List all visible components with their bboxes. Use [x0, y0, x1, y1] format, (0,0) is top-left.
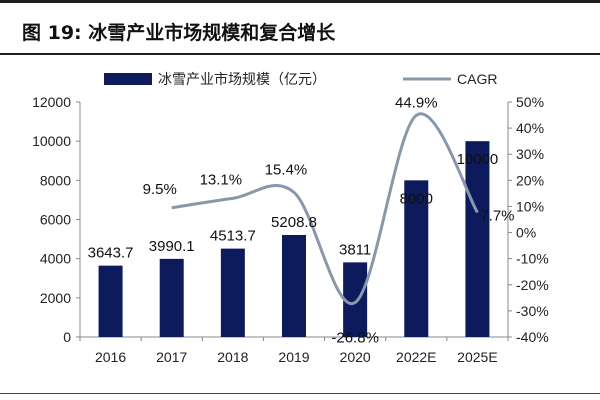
- legend-label-bar: 冰雪产业市场规模（亿元）: [158, 71, 326, 87]
- y-left-tick-label: 10000: [32, 133, 71, 149]
- bar: [343, 262, 368, 337]
- bar: [404, 180, 429, 337]
- y-left-tick-label: 0: [63, 329, 71, 345]
- bar: [220, 248, 245, 337]
- legend-swatch-bar: [104, 73, 152, 85]
- x-tick-label: 2025E: [457, 349, 497, 365]
- bar-value-label: 3990.1: [149, 238, 195, 255]
- y-left-tick-label: 4000: [40, 251, 71, 267]
- x-tick-label: 2016: [95, 349, 126, 365]
- bar: [465, 141, 490, 337]
- cagr-value-label: 9.5%: [143, 181, 177, 198]
- x-tick-label: 2020: [340, 349, 371, 365]
- bar-value-label: 10000: [457, 151, 499, 168]
- y-right-tick-label: 40%: [516, 120, 544, 136]
- x-tick-label: 2018: [217, 349, 248, 365]
- bar: [159, 258, 184, 337]
- top-rule: [0, 0, 600, 3]
- cagr-line: [171, 112, 479, 305]
- x-tick-label: 2019: [278, 349, 309, 365]
- y-left-tick-label: 8000: [40, 172, 71, 188]
- bar-value-label: 5208.8: [271, 214, 317, 231]
- cagr-value-label: -26.8%: [331, 330, 379, 347]
- bar: [98, 265, 123, 337]
- y-right-tick-label: -40%: [516, 329, 549, 345]
- bar-value-label: 3643.7: [88, 245, 134, 262]
- bar-value-label: 3811: [339, 241, 371, 258]
- bottom-rule: [0, 393, 600, 394]
- y-right-tick-label: 20%: [516, 172, 544, 188]
- cagr-value-label: 15.4%: [265, 161, 308, 178]
- y-right-tick-label: 30%: [516, 146, 544, 162]
- y-left-tick-label: 6000: [40, 212, 71, 228]
- legend-label-line: CAGR: [457, 71, 497, 87]
- bar: [282, 234, 306, 337]
- bar-value-label: 4513.7: [210, 228, 256, 245]
- cagr-value-label: 7.7%: [480, 207, 514, 224]
- x-tick-label: 2017: [156, 349, 187, 365]
- y-right-tick-label: -10%: [516, 251, 549, 267]
- y-left-tick-label: 2000: [40, 290, 71, 306]
- y-right-tick-label: 0%: [516, 225, 536, 241]
- y-left-tick-label: 12000: [32, 94, 71, 110]
- cagr-value-label: 44.9%: [395, 94, 438, 111]
- cagr-value-label: 13.1%: [200, 171, 243, 188]
- x-tick-label: 2022E: [396, 349, 436, 365]
- y-right-tick-label: 10%: [516, 198, 544, 214]
- y-right-tick-label: -30%: [516, 303, 549, 319]
- y-right-tick-label: 50%: [516, 94, 544, 110]
- figure-title: 图 19: 冰雪产业市场规模和复合增长: [22, 22, 336, 44]
- bar-value-label: 8000: [400, 190, 433, 207]
- title-rule: [0, 53, 600, 55]
- y-right-tick-label: -20%: [516, 277, 549, 293]
